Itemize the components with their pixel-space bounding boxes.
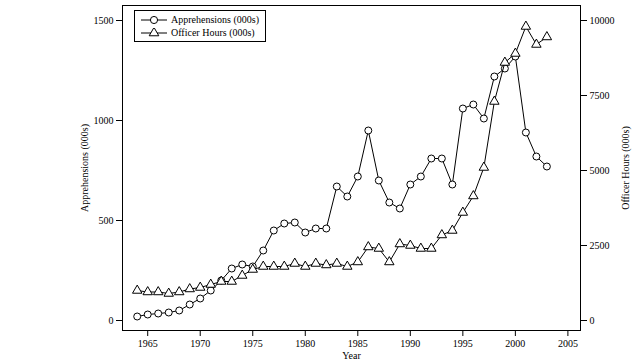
svg-text:1500: 1500 bbox=[94, 15, 114, 26]
svg-text:Apprehensions (000s): Apprehensions (000s) bbox=[79, 124, 91, 212]
svg-text:1975: 1975 bbox=[243, 338, 263, 349]
svg-text:1990: 1990 bbox=[400, 338, 420, 349]
svg-text:1980: 1980 bbox=[295, 338, 315, 349]
svg-text:1000: 1000 bbox=[94, 115, 114, 126]
svg-text:0: 0 bbox=[109, 315, 114, 326]
svg-text:1995: 1995 bbox=[453, 338, 473, 349]
svg-text:5000: 5000 bbox=[590, 165, 610, 176]
html-text:Officer Hours (000s): Officer Hours (000s) bbox=[171, 27, 255, 38]
svg-text:1970: 1970 bbox=[190, 338, 210, 349]
svg-text:0: 0 bbox=[590, 315, 595, 326]
svg-text:10000: 10000 bbox=[590, 15, 615, 26]
svg-text:7500: 7500 bbox=[590, 90, 610, 101]
html-text:Apprehensions (000s): Apprehensions (000s) bbox=[171, 14, 259, 25]
svg-text:1985: 1985 bbox=[348, 338, 368, 349]
svg-text:1965: 1965 bbox=[138, 338, 158, 349]
svg-text:Year: Year bbox=[342, 350, 361, 361]
svg-text:Officer Hours (000s): Officer Hours (000s) bbox=[620, 126, 632, 210]
svg-text:500: 500 bbox=[99, 215, 114, 226]
svg-text:2005: 2005 bbox=[558, 338, 578, 349]
svg-text:2000: 2000 bbox=[505, 338, 525, 349]
svg-text:2500: 2500 bbox=[590, 240, 610, 251]
